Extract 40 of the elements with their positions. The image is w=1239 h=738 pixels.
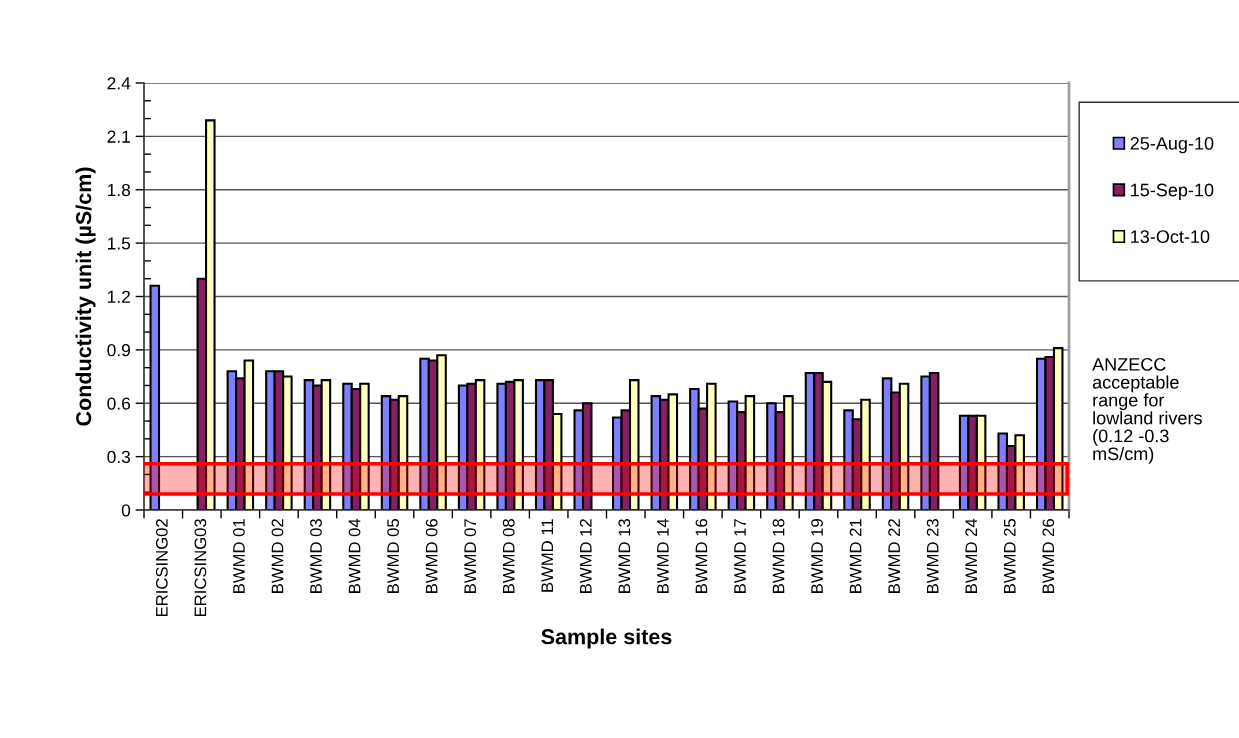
x-tick-label: BWMD 07: [464, 519, 477, 593]
x-tick-label: ERICSING03: [194, 519, 207, 617]
x-tick-label: BWMD 14: [657, 518, 669, 593]
x-tick-label: BWMD 18: [772, 519, 785, 593]
band-label: ANZECC acceptable range for lowland rivers (0.12 -0.3 mS/cm): [1092, 358, 1202, 464]
y-tick-label: 0.6: [107, 397, 131, 410]
x-tick-label: BWMD 01: [233, 519, 245, 593]
legend-label: 25-Aug-10: [1130, 137, 1214, 154]
x-tick-label: BWMD 21: [849, 519, 862, 593]
y-tick-label: 1.8: [108, 183, 131, 197]
x-tick-label: BWMD 05: [387, 519, 399, 593]
y-tick-label: 1.2: [108, 290, 130, 303]
x-tick-label: BWMD 26: [1042, 519, 1055, 593]
y-tick-label: 0.9: [107, 344, 130, 357]
x-tick-label: BWMD 03: [310, 519, 322, 593]
x-tick-label: ERICSING02: [155, 519, 168, 617]
x-tick-label: BWMD 02: [271, 519, 284, 593]
legend-label: 15-Sep-10: [1131, 183, 1214, 200]
x-tick-label: BWMD 04: [348, 518, 361, 593]
x-tick-label: BWMD 08: [502, 519, 515, 593]
x-tick-label: BWMD 12: [579, 519, 592, 593]
y-tick-label: 0: [121, 504, 131, 517]
bar: [149, 284, 161, 510]
x-tick-label: BWMD 25: [1003, 519, 1016, 593]
x-tick-label: BWMD 24: [965, 518, 977, 593]
x-tick-label: BWMD 11: [541, 519, 553, 592]
x-tick-label: BWMD 22: [888, 519, 900, 593]
y-tick-label: 0.3: [107, 450, 131, 464]
x-tick-label: BWMD 19: [811, 519, 823, 593]
legend-label: 13-Oct-10: [1131, 230, 1210, 244]
y-tick-label: 1.5: [108, 237, 131, 250]
x-tick-label: BWMD 17: [734, 519, 746, 593]
x-tick-label: BWMD 16: [695, 519, 708, 593]
y-tick-label: 2.4: [107, 77, 131, 90]
x-axis-title: Sample sites: [541, 628, 672, 649]
y-axis-title: Conductivity unit (µS/cm): [75, 167, 96, 426]
x-tick-label: BWMD 23: [926, 519, 939, 593]
y-tick-label: 2.1: [107, 130, 130, 143]
x-tick-label: BWMD 13: [618, 519, 631, 593]
x-tick-label: BWMD 06: [425, 519, 438, 593]
